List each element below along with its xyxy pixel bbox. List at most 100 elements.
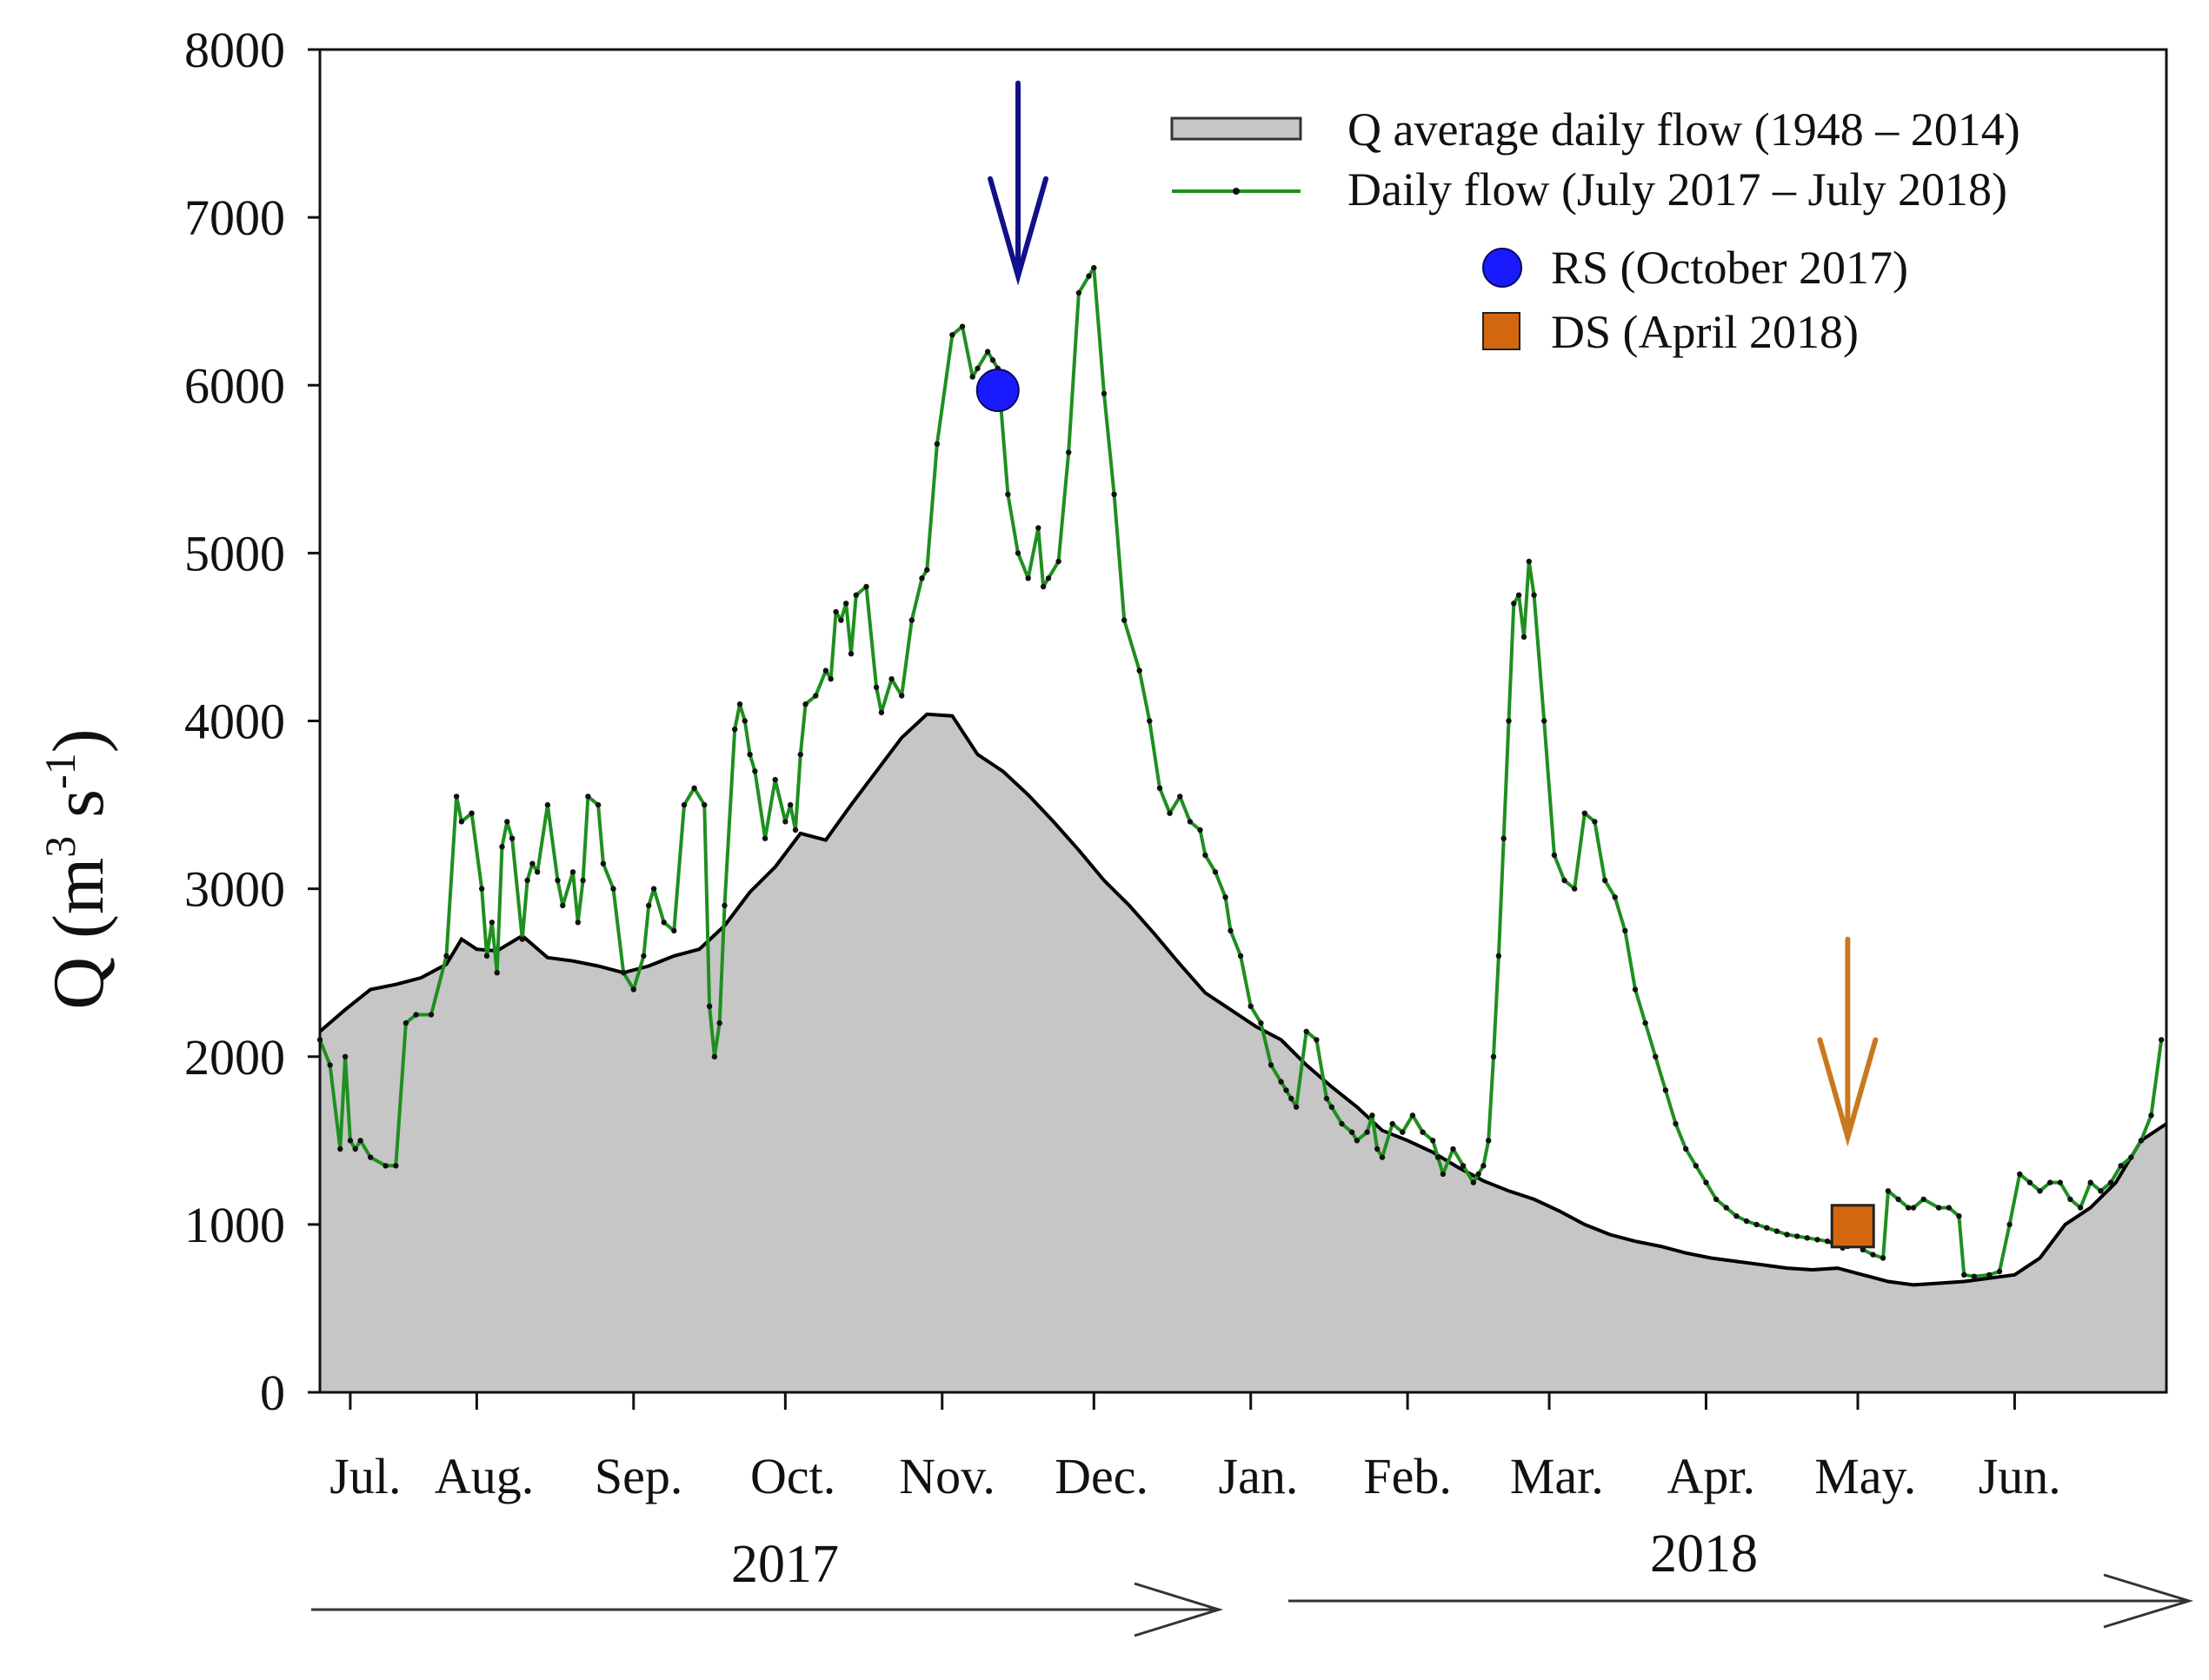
daily-flow-point: [1541, 718, 1547, 724]
daily-flow-point: [2159, 1037, 2165, 1043]
daily-flow-point: [661, 920, 667, 926]
daily-flow-point: [2087, 1179, 2093, 1185]
daily-flow-point: [383, 1163, 389, 1169]
daily-flow-point: [1814, 1237, 1820, 1243]
daily-flow-point: [1581, 810, 1588, 816]
sampling-points-group: [975, 80, 1879, 1249]
daily-flow-point: [828, 676, 834, 682]
daily-flow-point: [1601, 877, 1608, 884]
daily-flow-point: [1515, 592, 1522, 598]
daily-flow-point: [919, 575, 925, 581]
daily-flow-point: [1784, 1232, 1790, 1238]
daily-flow-point: [1303, 1028, 1309, 1035]
daily-flow-point: [752, 768, 758, 774]
daily-flow-point: [813, 693, 819, 699]
legend-label-daily: Daily flow (July 2017 – July 2018): [1347, 163, 2007, 216]
daily-flow-point: [1035, 525, 1041, 531]
year-label-2018: 2018: [1650, 1524, 1758, 1584]
daily-flow-point: [1258, 1019, 1264, 1026]
daily-flow-point: [1693, 1163, 1700, 1169]
daily-flow-point: [1511, 601, 1517, 607]
daily-flow-point: [975, 365, 981, 372]
daily-flow-point: [1683, 1145, 1689, 1152]
daily-flow-point: [494, 970, 500, 976]
daily-flow-point: [863, 583, 869, 590]
daily-flow-point: [908, 617, 915, 623]
daily-flow-point: [838, 617, 844, 623]
y-axis-label: Q (m3 s-1): [36, 728, 119, 1009]
daily-flow-point: [853, 592, 859, 598]
daily-flow-point: [1197, 827, 1203, 833]
y-tick-label: 1000: [184, 1197, 285, 1253]
daily-flow-point: [782, 819, 788, 825]
y-axis-ticks: 0 1000 2000 3000 4000 5000 6000 7000 8000: [184, 22, 320, 1421]
daily-flow-point: [1673, 1120, 1679, 1127]
daily-flow-point: [1773, 1228, 1780, 1234]
daily-flow-point: [2026, 1179, 2033, 1185]
legend-swatch-average: [1170, 116, 1302, 141]
daily-flow-point: [428, 1012, 435, 1018]
daily-flow-point: [1653, 1053, 1659, 1060]
daily-flow-point: [934, 441, 941, 447]
daily-flow-point: [585, 794, 591, 800]
x-axis-ticks: Jul. Aug. Sep. Oct. Nov. Dec. Jan. Feb. Mar. Apr.…: [329, 1392, 2061, 1504]
daily-flow-point: [742, 718, 748, 724]
daily-flow-point: [1794, 1233, 1800, 1239]
daily-flow-point: [580, 877, 586, 884]
month-label: Jul.: [329, 1448, 401, 1504]
daily-flow-point: [357, 1138, 363, 1144]
daily-flow-point: [969, 374, 975, 380]
daily-flow-point: [544, 801, 551, 808]
daily-flow-point: [1045, 575, 1052, 581]
daily-flow-point: [681, 801, 688, 808]
daily-flow-point: [1374, 1145, 1381, 1152]
month-label: Dec.: [1055, 1448, 1148, 1504]
daily-flow-point: [1228, 927, 1234, 934]
daily-flow-point: [706, 1003, 713, 1010]
month-label: Apr.: [1667, 1448, 1756, 1504]
daily-flow-point: [1495, 953, 1502, 960]
daily-flow-point: [1015, 550, 1021, 556]
daily-flow-point: [1531, 592, 1537, 598]
daily-flow-point: [747, 751, 753, 758]
daily-flow-point: [342, 1053, 349, 1060]
daily-flow-point: [1420, 1129, 1426, 1135]
daily-flow-point: [1400, 1129, 1406, 1135]
daily-flow-point: [1723, 1205, 1729, 1211]
daily-flow-point: [772, 776, 778, 783]
month-label: Sep.: [595, 1448, 683, 1504]
daily-flow-point: [802, 701, 808, 707]
daily-flow-group: [316, 264, 2165, 1279]
daily-flow-point: [1354, 1138, 1361, 1144]
daily-flow-point: [1804, 1235, 1810, 1241]
daily-flow-point: [1268, 1062, 1274, 1068]
daily-flow-point: [1622, 927, 1628, 934]
daily-flow-point: [878, 709, 885, 715]
y-tick-label: 5000: [184, 525, 285, 581]
daily-flow-point: [469, 810, 475, 816]
daily-flow-point: [1086, 273, 1092, 279]
daily-flow-point: [1506, 718, 1512, 724]
daily-flow-point: [2098, 1188, 2104, 1194]
daily-flow-point: [989, 357, 996, 363]
daily-flow-point: [2067, 1196, 2073, 1203]
daily-flow-point: [1091, 264, 1097, 271]
daily-flow-point: [1177, 794, 1183, 800]
daily-flow-point: [1561, 877, 1567, 884]
daily-flow-point: [833, 608, 839, 615]
daily-flow-point: [1055, 558, 1061, 565]
daily-flow-point: [788, 801, 794, 808]
daily-flow-point: [873, 684, 880, 691]
daily-flow-point: [1111, 491, 1117, 497]
daily-flow-point: [2107, 1179, 2114, 1185]
daily-flow-point: [1713, 1196, 1720, 1203]
daily-flow-point: [848, 651, 855, 657]
rs-point: [975, 369, 1020, 413]
daily-flow-point: [1136, 667, 1142, 674]
timeline-arrow-2018: [1288, 1573, 2194, 1629]
daily-flow-point: [575, 920, 581, 926]
daily-flow-point: [489, 920, 496, 926]
daily-flow-point: [535, 869, 541, 875]
daily-flow-point: [630, 986, 636, 993]
daily-flow-point: [1348, 1129, 1355, 1135]
